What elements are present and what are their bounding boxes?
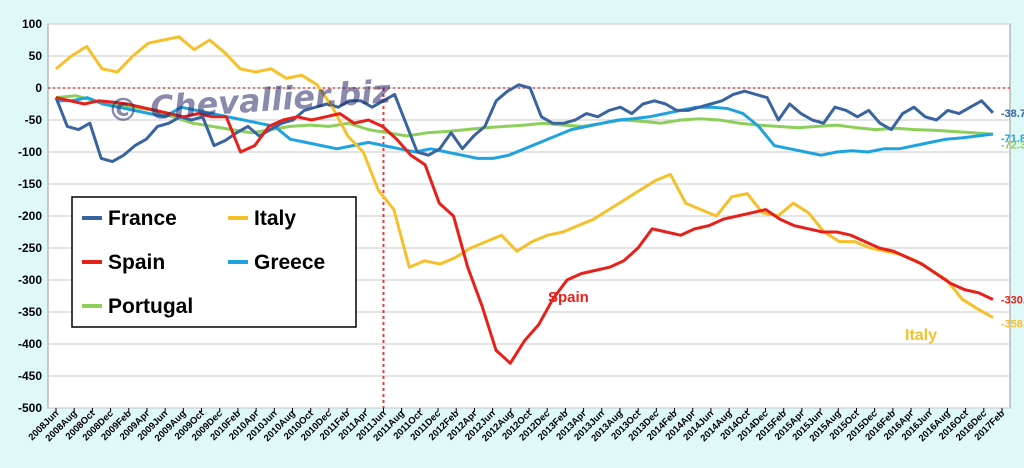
end-label-italy: -358.6 (1001, 319, 1024, 331)
y-tick-label: -350 (18, 305, 42, 319)
y-tick-label: -100 (18, 145, 42, 159)
y-tick-label: -200 (18, 209, 42, 223)
y-tick-label: 100 (22, 17, 42, 31)
callout-italy: Italy (905, 327, 937, 344)
end-label-france: -38.7 (1001, 108, 1024, 120)
y-tick-label: -500 (18, 401, 42, 415)
y-tick-label: -450 (18, 369, 42, 383)
end-label-spain: -330.4 (1001, 294, 1024, 306)
legend-label-greece: Greece (254, 251, 325, 274)
legend-label-italy: Italy (254, 207, 296, 230)
y-tick-label: 0 (35, 81, 42, 95)
y-tick-label: -300 (18, 273, 42, 287)
end-labels: -38.7 -358.6 -330.4 -71.8-72.3 (1001, 108, 1024, 331)
y-tick-label: -400 (18, 337, 42, 351)
legend-label-portugal: Portugal (108, 295, 193, 318)
series-callouts: Spain Italy (548, 289, 937, 344)
series-line-portugal (55, 94, 994, 138)
y-tick-label: -50 (25, 113, 43, 127)
callout-spain: Spain (548, 289, 589, 306)
series-line-france (54, 83, 994, 164)
end-label-portugal: -72.3 (1001, 139, 1024, 151)
legend-label-france: France (108, 207, 177, 230)
legend-box (71, 196, 357, 328)
legend-label-spain: Spain (108, 251, 165, 274)
series-line-italy (55, 35, 994, 319)
series-lines (54, 35, 994, 365)
end-label-greece: -71.8 (1001, 133, 1024, 145)
legend: France Italy Spain Greece Portugal (71, 196, 357, 328)
series-line-greece (56, 96, 994, 160)
series-line-spain (55, 96, 994, 365)
y-axis-ticks: 100 50 0 -50 -100 -150 -200 -250 -300 -350 -400 -45… (18, 17, 42, 415)
y-tick-label: 50 (29, 49, 43, 63)
y-tick-label: -150 (18, 177, 42, 191)
y-tick-label: -250 (18, 241, 42, 255)
